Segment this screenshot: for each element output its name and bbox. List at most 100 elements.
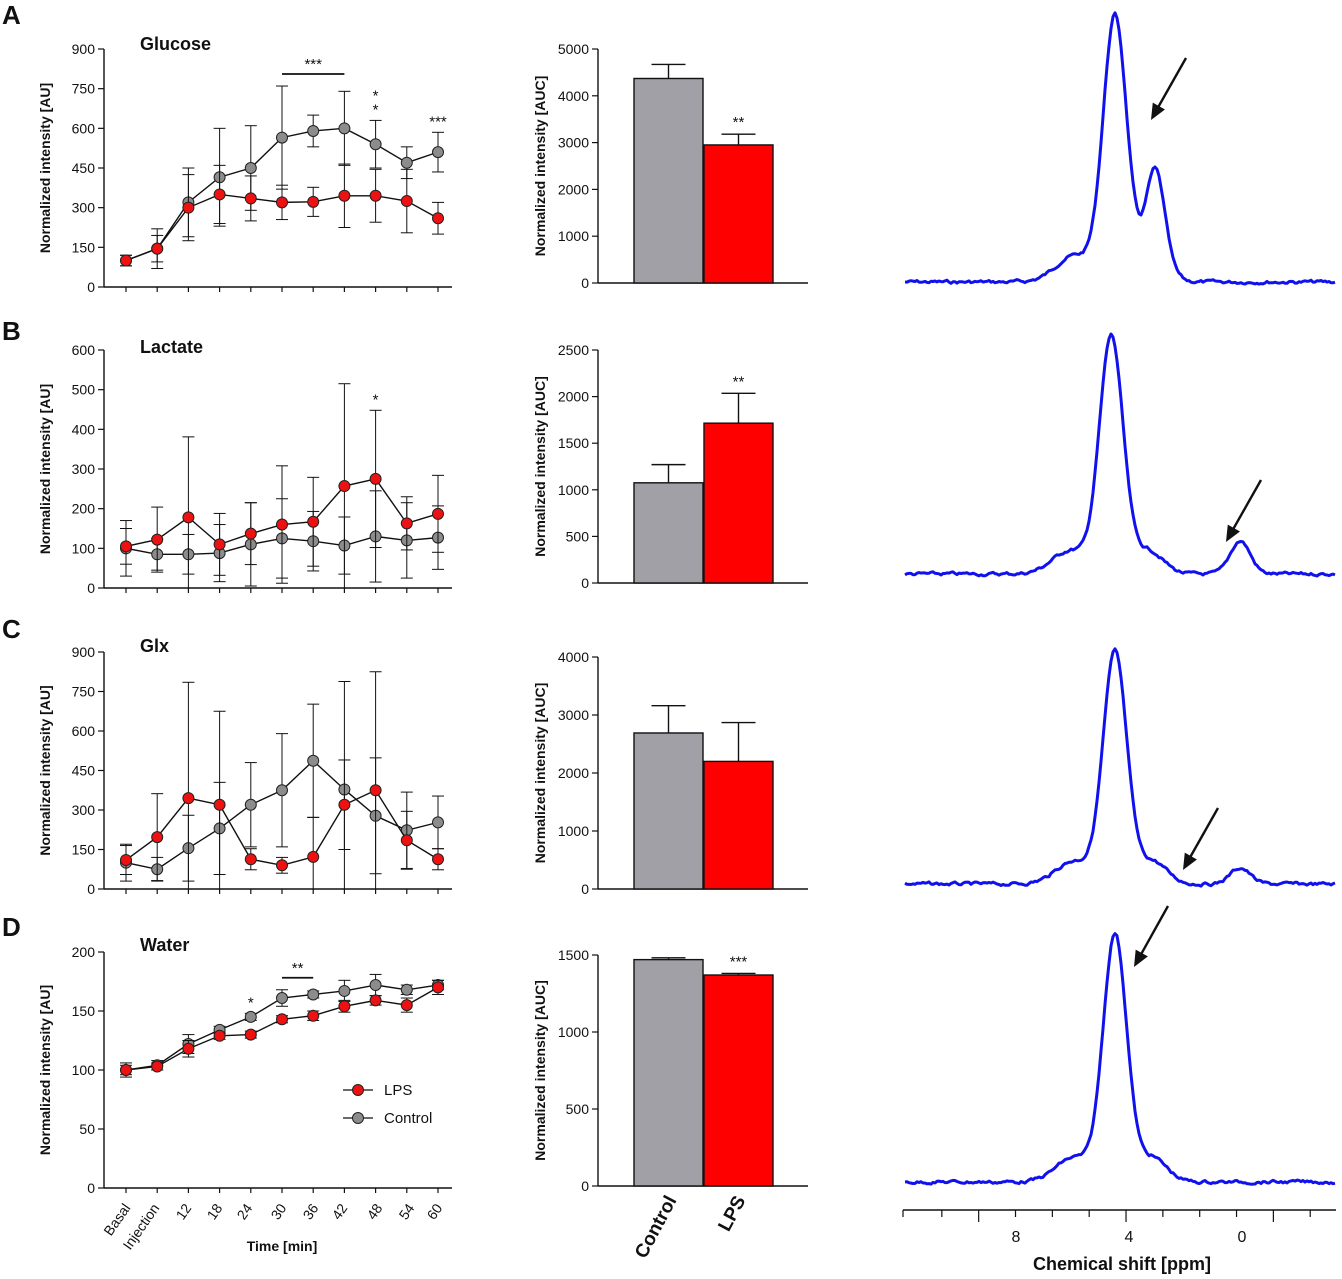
- data-point: [338, 480, 351, 493]
- y-tick-label: 750: [72, 684, 96, 700]
- chart-title-lactate: Lactate: [140, 337, 203, 357]
- data-point: [244, 1010, 257, 1023]
- data-point: [432, 816, 444, 829]
- spectrum-d: [904, 905, 1336, 1186]
- y-tick-label: 600: [72, 120, 96, 136]
- arrow-icon: [1134, 949, 1148, 967]
- arrow-shaft: [1186, 807, 1220, 862]
- time-tick-label: 36: [299, 1200, 321, 1222]
- data-point: [276, 784, 288, 797]
- data-point: [369, 472, 382, 485]
- y-tick-label: 1500: [558, 435, 589, 451]
- y-tick-label: 900: [72, 644, 96, 660]
- series-control: [120, 85, 444, 269]
- y-tick-label: 2000: [558, 389, 589, 405]
- data-point: [307, 754, 320, 767]
- data-point: [244, 162, 257, 174]
- y-tick-label: 2000: [558, 765, 589, 781]
- y-axis-label: Normalized intensity [AU]: [37, 685, 53, 855]
- data-point: [151, 831, 164, 844]
- data-point: [151, 242, 164, 255]
- y-tick-label: 600: [72, 342, 96, 358]
- ppm-tick-label: 0: [1238, 1229, 1247, 1246]
- y-tick-label: 300: [72, 802, 96, 818]
- y-tick-label: 0: [87, 1180, 95, 1196]
- spectrum-trace: [904, 332, 1336, 578]
- y-tick-label: 1000: [558, 1024, 589, 1040]
- y-tick-label: 0: [87, 881, 95, 897]
- ppm-axis-label: Chemical shift [ppm]: [1033, 1254, 1211, 1274]
- bar-control: [633, 732, 704, 890]
- y-tick-label: 600: [72, 723, 96, 739]
- time-tick-label: 24: [233, 1200, 255, 1222]
- panel-label-b: B: [2, 316, 21, 346]
- data-point: [369, 189, 382, 202]
- significance-marker: **: [733, 114, 745, 131]
- time-tick-label: 60: [423, 1200, 445, 1222]
- glx-bar-chart: 0 1000 2000 3000 4000 Normalized intensity [A…: [532, 649, 808, 897]
- data-point: [432, 853, 444, 866]
- significance-marker: *: [248, 994, 254, 1011]
- y-axis-label: Normalized intensity [AUC]: [532, 76, 548, 256]
- data-point: [244, 798, 257, 811]
- data-point: [307, 988, 320, 1001]
- bar-control: [633, 482, 704, 584]
- spectrum-b: [904, 332, 1336, 578]
- spectrum-trace: [904, 11, 1336, 286]
- y-tick-label: 0: [87, 279, 95, 295]
- y-tick-label: 3000: [558, 135, 589, 151]
- y-tick-label: 200: [72, 501, 96, 517]
- bar-lps: [703, 422, 774, 584]
- y-tick-label: 0: [581, 1178, 589, 1194]
- y-tick-label: 2500: [558, 342, 589, 358]
- y-axis-label: Normalized intensity [AUC]: [532, 376, 548, 556]
- y-tick-label: 750: [72, 81, 96, 97]
- ppm-tick-label: 4: [1125, 1229, 1134, 1246]
- significance-marker: *: [373, 87, 379, 104]
- significance-marker: ***: [304, 56, 322, 73]
- water-bar-chart: 0 500 1000 1500 Normalized intensity [AUC] **…: [532, 947, 808, 1194]
- arrow-icon: [1183, 852, 1197, 870]
- arrow-icon: [1151, 102, 1165, 120]
- data-point: [338, 984, 351, 997]
- arrow-shaft: [1137, 905, 1170, 959]
- data-point: [182, 201, 195, 214]
- glx-line-chart: 0 150 300 450 600 750 900 Normalized intensity …: [37, 644, 452, 897]
- bar-category-lps: LPS: [715, 1192, 751, 1234]
- y-tick-label: 300: [72, 461, 96, 477]
- significance-marker: **: [733, 373, 745, 390]
- data-point: [307, 124, 320, 137]
- data-point: [276, 518, 288, 531]
- series-lps: [120, 671, 444, 890]
- legend-label-control: Control: [384, 1110, 432, 1127]
- glucose-bar-chart: 0 1000 2000 3000 4000 5000 Normalized intensit…: [532, 41, 808, 291]
- legend-label-lps: LPS: [384, 1082, 412, 1099]
- legend-marker-lps: [352, 1084, 364, 1096]
- data-point: [213, 188, 226, 201]
- time-tick-label: 30: [267, 1200, 289, 1222]
- chart-title-water: Water: [140, 935, 189, 955]
- bar-lps: [703, 760, 774, 890]
- data-point: [182, 511, 195, 524]
- bar-lps: [703, 144, 774, 284]
- y-tick-label: 200: [72, 944, 96, 960]
- y-tick-label: 150: [72, 239, 96, 255]
- y-axis-label: Normalized intensity [AUC]: [532, 980, 548, 1160]
- spectrum-trace: [904, 932, 1336, 1186]
- y-tick-label: 2000: [558, 181, 589, 197]
- arrow-icon: [1226, 524, 1240, 542]
- y-tick-label: 1000: [558, 228, 589, 244]
- spectra-column: [902, 11, 1336, 1222]
- data-point: [276, 196, 288, 209]
- series-lps: [120, 163, 444, 267]
- y-tick-label: 1500: [558, 947, 589, 963]
- data-point: [244, 527, 257, 540]
- time-tick-label: 12: [172, 1200, 194, 1222]
- y-tick-label: 500: [72, 382, 96, 398]
- time-tick-label: 18: [203, 1200, 225, 1222]
- y-axis-label: Normalized intensity [AU]: [37, 985, 53, 1155]
- y-axis-label: Normalized intensity [AU]: [37, 384, 53, 554]
- panel-label-a: A: [2, 0, 21, 30]
- y-tick-label: 1000: [558, 823, 589, 839]
